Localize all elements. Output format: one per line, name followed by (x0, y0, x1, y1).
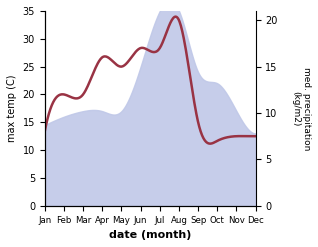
X-axis label: date (month): date (month) (109, 230, 191, 240)
Y-axis label: max temp (C): max temp (C) (7, 75, 17, 142)
Y-axis label: med. precipitation
(kg/m2): med. precipitation (kg/m2) (292, 67, 311, 150)
